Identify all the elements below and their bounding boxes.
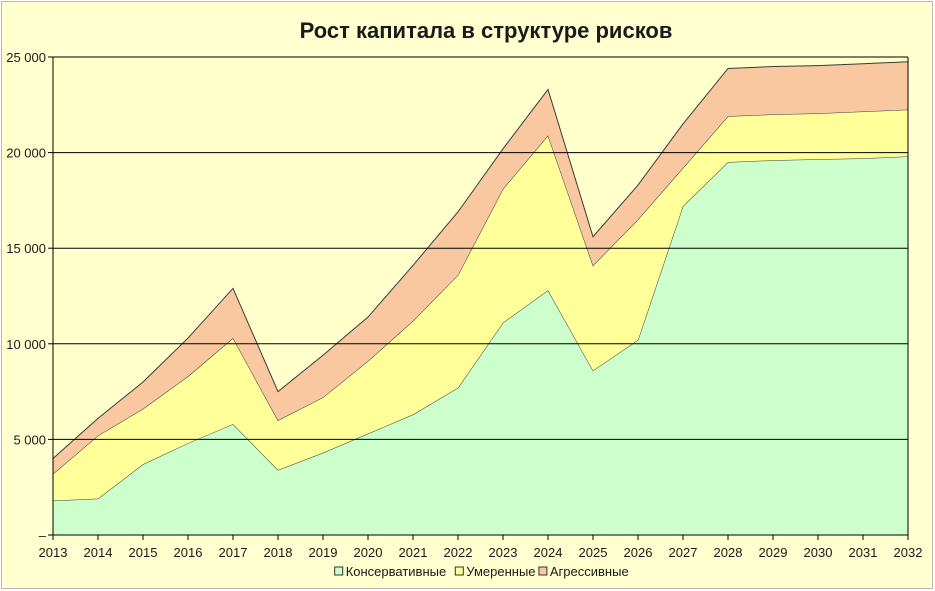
x-tick-label: 2018 — [264, 545, 293, 560]
area-series-3 — [53, 61, 908, 474]
x-tick-label: 2031 — [849, 545, 878, 560]
y-tick-label: 5 000 — [13, 432, 46, 447]
x-tick-label: 2032 — [894, 545, 923, 560]
y-tick-label: 15 000 — [6, 241, 46, 256]
x-tick-label: 2030 — [804, 545, 833, 560]
area-series-1 — [53, 156, 908, 536]
x-tick-label: 2025 — [579, 545, 608, 560]
x-tick-label: 2027 — [669, 545, 698, 560]
axes — [52, 56, 909, 536]
series-areas — [52, 61, 909, 536]
legend-label: Умеренные — [466, 564, 535, 579]
x-tick-label: 2016 — [174, 545, 203, 560]
x-tick-label: 2014 — [84, 545, 113, 560]
legend-item-3: Агрессивные — [538, 564, 629, 579]
x-tick-label: 2017 — [219, 545, 248, 560]
x-tick-label: 2023 — [489, 545, 518, 560]
x-tick-label: 2015 — [129, 545, 158, 560]
x-tick-labels: 2013 2014 2015 2016 2017 2018 2019 2020 2021 2022… — [39, 535, 923, 560]
x-tick-label: 2029 — [759, 545, 788, 560]
legend-swatch — [538, 566, 548, 576]
x-tick-label: 2022 — [444, 545, 473, 560]
legend-item-2: Умеренные — [454, 564, 536, 579]
x-tick-label: 2021 — [399, 545, 428, 560]
y-tick-label: 20 000 — [6, 146, 46, 161]
area-series-2 — [53, 109, 908, 501]
x-tick-label: 2026 — [624, 545, 653, 560]
legend-label: Агрессивные — [550, 564, 629, 579]
legend-swatch — [334, 566, 344, 576]
y-tick-labels: – 5 000 10 000 15 000 20 000 25 000 — [6, 50, 47, 543]
x-tick-label: 2020 — [354, 545, 383, 560]
y-tick-label: 10 000 — [6, 337, 46, 352]
legend: Консервативные Умеренные Агрессивные — [334, 564, 629, 579]
area-edge-series-3 — [52, 61, 909, 459]
x-tick-label: 2024 — [534, 545, 563, 560]
legend-item-1: Консервативные — [334, 564, 447, 579]
x-tick-label: 2019 — [309, 545, 338, 560]
chart-title: Рост капитала в структуре рисков — [300, 18, 673, 43]
legend-swatch — [454, 566, 464, 576]
x-tick-label: 2028 — [714, 545, 743, 560]
y-tick-label: 25 000 — [6, 50, 46, 65]
x-tick-label: 2013 — [39, 545, 68, 560]
y-tick-label: – — [39, 528, 47, 543]
legend-label: Консервативные — [346, 564, 447, 579]
